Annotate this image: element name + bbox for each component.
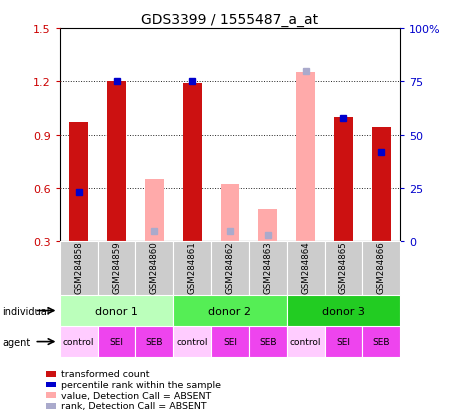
Text: control: control	[289, 337, 321, 346]
Bar	[362, 326, 399, 357]
Text: rank, Detection Call = ABSENT: rank, Detection Call = ABSENT	[61, 401, 206, 411]
Bar	[371, 128, 390, 242]
Bar	[286, 295, 399, 326]
Text: percentile rank within the sample: percentile rank within the sample	[61, 380, 220, 389]
Bar	[97, 242, 135, 295]
Bar	[362, 242, 399, 295]
Bar	[286, 242, 324, 295]
Bar	[97, 326, 135, 357]
Bar	[258, 210, 277, 242]
Bar	[135, 326, 173, 357]
Bar	[333, 118, 352, 242]
Text: SEB: SEB	[372, 337, 389, 346]
Text: GSM284866: GSM284866	[376, 241, 385, 294]
Text: donor 1: donor 1	[95, 306, 138, 316]
Bar	[60, 326, 97, 357]
Bar	[135, 242, 173, 295]
Bar	[173, 295, 286, 326]
Text: GSM284864: GSM284864	[301, 241, 309, 294]
Bar	[248, 326, 286, 357]
Bar	[324, 326, 362, 357]
Text: GSM284859: GSM284859	[112, 241, 121, 294]
Bar	[296, 73, 314, 242]
Title: GDS3399 / 1555487_a_at: GDS3399 / 1555487_a_at	[141, 12, 318, 26]
Text: donor 2: donor 2	[208, 306, 251, 316]
Bar	[286, 326, 324, 357]
Text: GSM284861: GSM284861	[187, 241, 196, 294]
Text: donor 3: donor 3	[321, 306, 364, 316]
Text: SEB: SEB	[146, 337, 163, 346]
Bar	[145, 180, 163, 242]
Text: GSM284858: GSM284858	[74, 241, 83, 294]
Text: GSM284860: GSM284860	[150, 241, 158, 294]
Bar	[211, 326, 248, 357]
Text: GSM284865: GSM284865	[338, 241, 347, 294]
Text: SEB: SEB	[258, 337, 276, 346]
Text: SEI: SEI	[109, 337, 123, 346]
Text: control: control	[176, 337, 207, 346]
Bar	[173, 242, 211, 295]
Text: transformed count: transformed count	[61, 369, 149, 378]
Bar	[324, 242, 362, 295]
Bar	[60, 242, 97, 295]
Bar	[60, 295, 173, 326]
Text: GSM284862: GSM284862	[225, 241, 234, 294]
Bar	[69, 123, 88, 242]
Text: control: control	[63, 337, 94, 346]
Bar	[107, 82, 126, 242]
Text: SEI: SEI	[223, 337, 236, 346]
Text: agent: agent	[2, 337, 30, 347]
Bar	[173, 326, 211, 357]
Bar	[220, 185, 239, 242]
Bar	[182, 84, 201, 242]
Bar	[248, 242, 286, 295]
Text: value, Detection Call = ABSENT: value, Detection Call = ABSENT	[61, 391, 211, 400]
Text: individual: individual	[2, 306, 50, 316]
Text: SEI: SEI	[336, 337, 350, 346]
Bar	[211, 242, 248, 295]
Text: GSM284863: GSM284863	[263, 241, 272, 294]
